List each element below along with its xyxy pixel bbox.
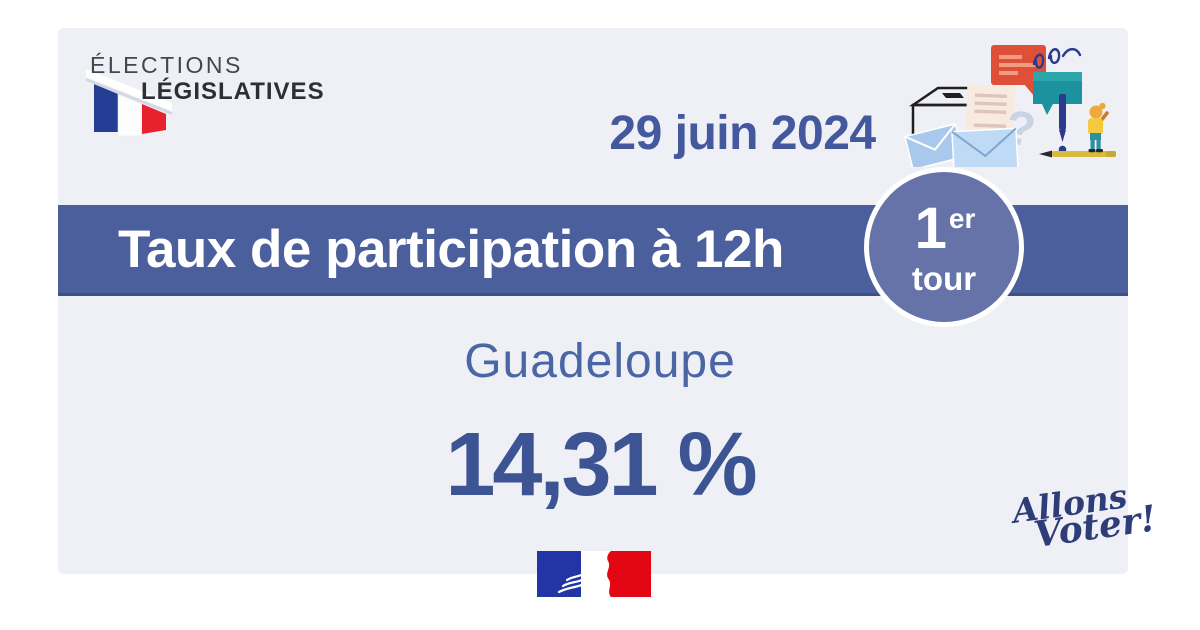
logo-line2: LÉGISLATIVES [141,78,325,105]
round-label: tour [911,259,977,297]
logo-line1: ÉLECTIONS [90,52,243,78]
speech-bubble-red-icon [991,45,1046,96]
round-number: 1er [914,195,976,261]
elections-legislatives-logo: ÉLECTIONS LÉGISLATIVES [86,52,348,162]
voting-illustration: ? [903,45,1116,167]
french-government-logo [537,551,651,597]
date-label: 29 juin 2024 [609,107,876,160]
french-flag-icon [86,69,172,137]
round-ordinal: er [948,202,976,234]
pencil-icon [1039,150,1116,158]
turnout-value: 14,31 % [445,415,757,515]
region-label: Guadeloupe [464,335,736,388]
speech-bubble-teal-icon [1033,72,1082,115]
scribble-icon [1032,47,1082,69]
envelopes-icon [903,123,1019,167]
round-badge: 1er tour [864,167,1024,327]
exclamation-pencil-icon [1058,94,1067,154]
voter-person-icon [1088,102,1109,153]
banner-title: Taux de participation à 12h [118,219,784,279]
